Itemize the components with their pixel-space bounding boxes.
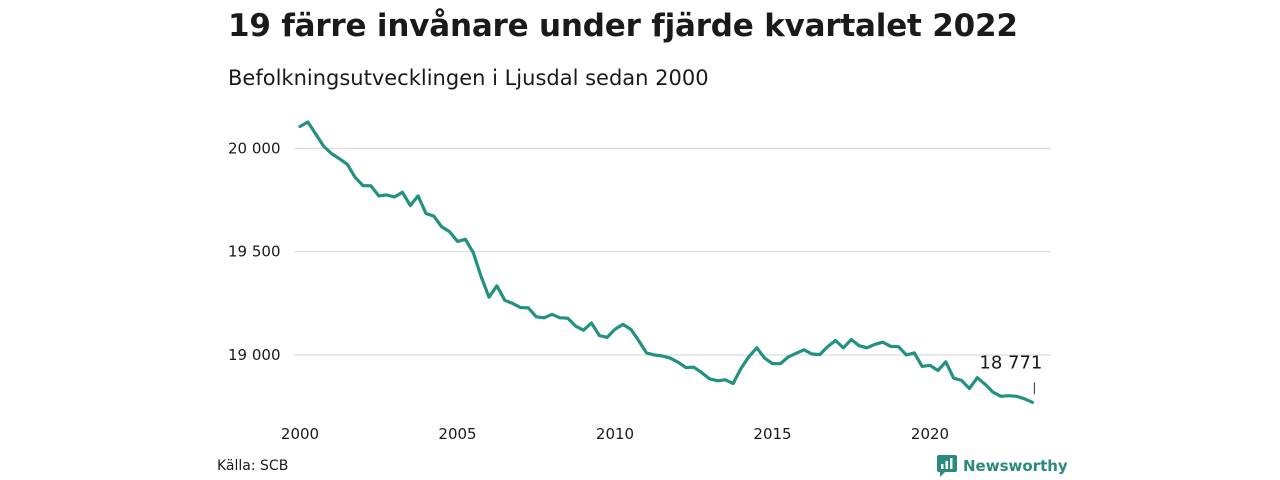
y-tick-label: 20 000 (228, 139, 281, 157)
end-value-label: 18 771 (979, 352, 1042, 373)
y-tick-label: 19 500 (228, 243, 281, 261)
series-layer (298, 120, 1035, 404)
x-axis-ticks: 2000 2005 2010 2015 2020 (281, 425, 949, 443)
chart-subtitle: Befolkningsutvecklingen i Ljusdal sedan … (228, 66, 709, 90)
x-tick-label: 2010 (596, 425, 634, 443)
y-axis-ticks: 19 000 19 500 20 000 (228, 139, 281, 364)
x-tick-label: 2000 (281, 425, 319, 443)
x-tick-label: 2015 (753, 425, 791, 443)
newsworthy-logo-icon (937, 455, 957, 477)
x-tick-label: 2005 (438, 425, 476, 443)
brand-name: Newsworthy (963, 457, 1068, 475)
series-line (298, 120, 1035, 404)
y-tick-label: 19 000 (228, 346, 281, 364)
gridlines (294, 147, 1051, 356)
end-annotation: 18 771 (979, 352, 1042, 395)
brand-logo[interactable]: Newsworthy (937, 455, 1068, 477)
x-tick-label: 2020 (911, 425, 949, 443)
source-note: Källa: SCB (217, 458, 289, 474)
chart-title: 19 färre invånare under fjärde kvartalet… (228, 8, 1018, 44)
